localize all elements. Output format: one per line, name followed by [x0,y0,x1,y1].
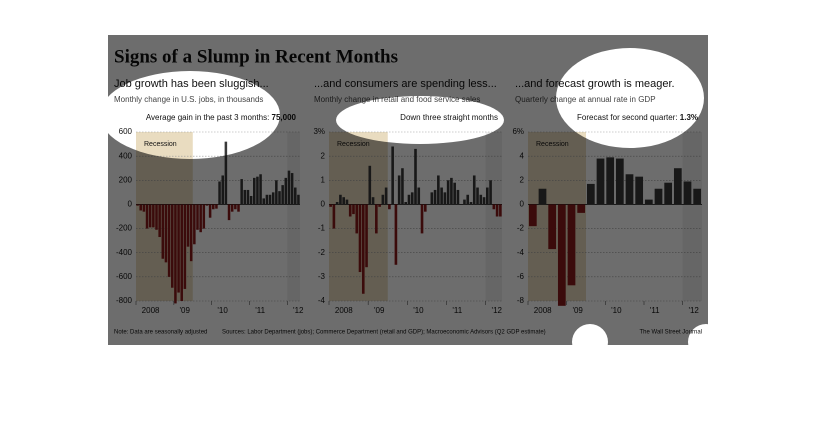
dim-overlay [108,35,708,345]
